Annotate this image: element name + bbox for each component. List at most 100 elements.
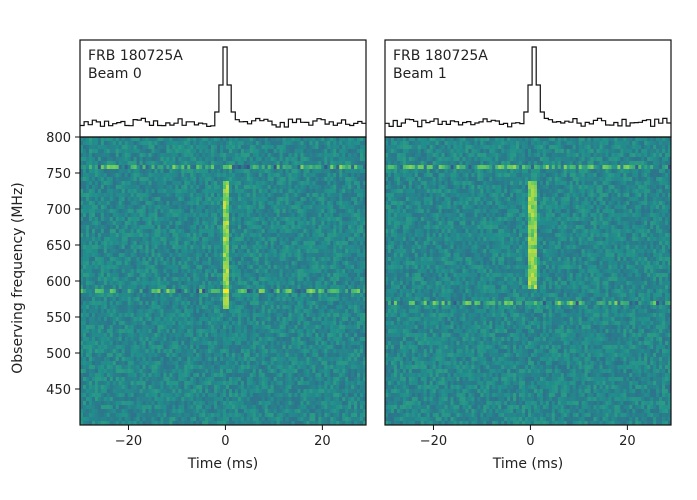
heatmap-cell	[240, 325, 245, 330]
heatmap-cell	[103, 141, 108, 146]
heatmap-cell	[115, 177, 120, 182]
heatmap-cell	[297, 205, 301, 210]
heatmap-cell	[318, 233, 322, 238]
heatmap-cell	[151, 169, 155, 174]
heatmap-cell	[202, 213, 206, 218]
heatmap-cell	[157, 261, 161, 266]
heatmap-cell	[291, 313, 295, 318]
heatmap-cell	[118, 157, 123, 162]
heatmap-cell	[243, 241, 248, 246]
heatmap-cell	[288, 277, 292, 282]
heatmap-cell	[297, 161, 301, 166]
heatmap-cell	[106, 237, 111, 242]
heatmap-cell	[243, 201, 248, 206]
heatmap-cell	[169, 325, 173, 330]
heatmap-cell	[118, 185, 123, 190]
heatmap-cell	[166, 229, 170, 234]
heatmap-cell	[115, 181, 120, 186]
heatmap-cell	[354, 285, 358, 290]
heatmap-cell	[348, 285, 352, 290]
heatmap-cell	[255, 153, 260, 158]
heatmap-cell	[306, 273, 310, 278]
heatmap-cell	[315, 233, 319, 238]
heatmap-cell	[225, 257, 230, 262]
heatmap-cell	[211, 237, 215, 242]
heatmap-cell	[291, 253, 295, 258]
heatmap-cell	[255, 301, 260, 306]
heatmap-cell	[211, 225, 215, 230]
heatmap-cell	[228, 209, 233, 214]
heatmap-cell	[136, 169, 140, 174]
heatmap-cell	[220, 201, 224, 206]
heatmap-cell	[285, 317, 289, 322]
heatmap-cell	[217, 177, 221, 182]
heatmap-cell	[225, 153, 230, 158]
heatmap-cell	[148, 313, 152, 318]
heatmap-cell	[157, 153, 161, 158]
heatmap-cell	[363, 305, 367, 310]
heatmap-cell	[115, 157, 120, 162]
heatmap-cell	[306, 165, 310, 170]
heatmap-cell	[249, 221, 254, 226]
heatmap-cell	[130, 301, 134, 306]
heatmap-cell	[184, 297, 188, 302]
heatmap-cell	[100, 241, 105, 246]
heatmap-cell	[205, 157, 209, 162]
heatmap-cell	[109, 313, 114, 318]
heatmap-cell	[205, 185, 209, 190]
heatmap-cell	[154, 241, 158, 246]
heatmap-cell	[214, 289, 218, 294]
heatmap-cell	[225, 305, 230, 310]
heatmap-cell	[270, 289, 274, 294]
heatmap-cell	[121, 213, 126, 218]
heatmap-cell	[187, 197, 191, 202]
heatmap-cell	[211, 281, 215, 286]
heatmap-cell	[127, 317, 131, 322]
heatmap-cell	[279, 281, 283, 286]
heatmap-cell	[270, 197, 274, 202]
heatmap-cell	[205, 321, 209, 326]
heatmap-cell	[342, 305, 346, 310]
heatmap-cell	[330, 269, 334, 274]
heatmap-cell	[115, 237, 120, 242]
heatmap-cell	[300, 137, 304, 142]
heatmap-cell	[208, 281, 212, 286]
heatmap-cell	[184, 193, 188, 198]
heatmap-cell	[142, 157, 146, 162]
heatmap-cell	[354, 265, 358, 270]
heatmap-cell	[103, 217, 108, 222]
heatmap-cell	[85, 173, 90, 178]
heatmap-cell	[312, 273, 316, 278]
heatmap-cell	[208, 213, 212, 218]
heatmap-cell	[187, 245, 191, 250]
heatmap-cell	[243, 309, 248, 314]
heatmap-cell	[324, 209, 328, 214]
heatmap-cell	[294, 257, 298, 262]
heatmap-cell	[184, 257, 188, 262]
heatmap-cell	[348, 209, 352, 214]
heatmap-cell	[100, 341, 105, 346]
heatmap-cell	[231, 309, 236, 314]
heatmap-cell	[336, 177, 340, 182]
heatmap-cell	[91, 269, 96, 274]
heatmap-cell	[91, 213, 96, 218]
heatmap-cell	[309, 293, 313, 298]
heatmap-cell	[348, 189, 352, 194]
heatmap-cell	[163, 225, 167, 230]
heatmap-cell	[249, 297, 254, 302]
heatmap-cell	[172, 229, 176, 234]
heatmap-cell	[80, 233, 84, 238]
heatmap-cell	[276, 265, 280, 270]
heatmap-cell	[297, 169, 301, 174]
heatmap-cell	[249, 209, 254, 214]
heatmap-cell	[124, 245, 129, 250]
heatmap-cell	[246, 341, 251, 346]
heatmap-cell	[223, 225, 227, 230]
heatmap-cell	[91, 305, 96, 310]
heatmap-cell	[184, 337, 188, 342]
heatmap-cell	[109, 301, 114, 306]
heatmap-cell	[187, 237, 191, 242]
heatmap-cell	[97, 217, 102, 222]
heatmap-cell	[196, 161, 200, 166]
heatmap-cell	[354, 209, 358, 214]
